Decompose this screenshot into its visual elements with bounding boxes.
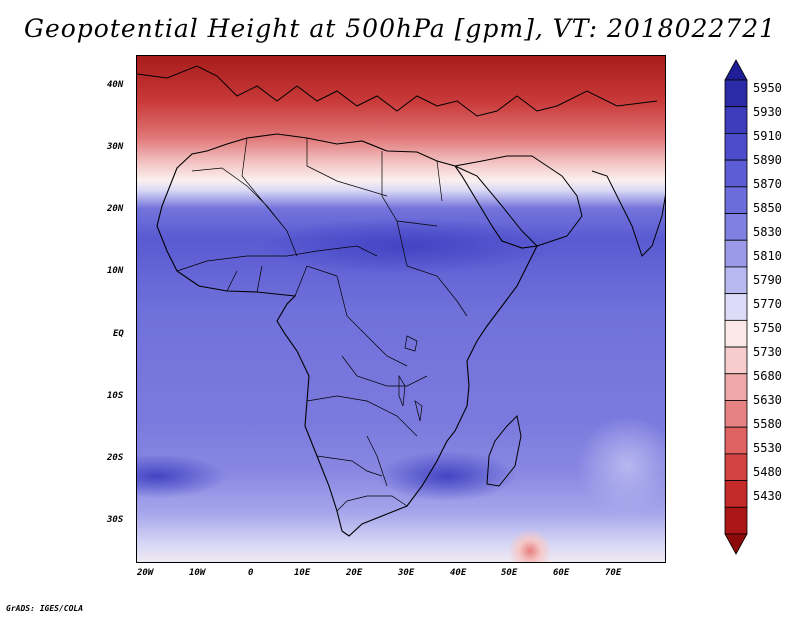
colorbar-swatch	[724, 480, 748, 508]
contour-map	[137, 56, 665, 562]
lat-label-10n: 10N	[107, 266, 124, 276]
colorbar-level-label: 5790	[753, 273, 782, 287]
east-africa-lakes	[398, 335, 423, 422]
colorbar-level-label: 5680	[753, 369, 782, 383]
colorbar-level-label: 5770	[753, 297, 782, 311]
arabia-coastline	[453, 155, 583, 247]
colorbar-swatch	[724, 106, 748, 134]
lon-label-50e: 50E	[501, 568, 518, 578]
europe-coastline	[137, 65, 658, 117]
colorbar-swatch	[724, 186, 748, 214]
colorbar-level-label: 5810	[753, 249, 782, 263]
colorbar-level-label: 5850	[753, 201, 782, 215]
map-panel	[136, 55, 666, 563]
colorbar-level-label: 5830	[753, 225, 782, 239]
colorbar-swatch	[724, 239, 748, 268]
colorbar-swatch	[724, 79, 748, 108]
lat-label-eq: EQ	[113, 329, 124, 339]
colorbar-swatch	[724, 319, 748, 348]
colorbar-level-label: 5930	[753, 105, 782, 119]
colorbar-swatch	[724, 506, 748, 535]
colorbar-level-label: 5480	[753, 465, 782, 479]
lat-label-20s: 20S	[107, 453, 124, 463]
colorbar-level-label: 5890	[753, 153, 782, 167]
colorbar-level-label: 5530	[753, 441, 782, 455]
colorbar-level-label: 5630	[753, 393, 782, 407]
colorbar-swatch	[724, 159, 748, 188]
lon-label-30e: 30E	[398, 568, 415, 578]
colorbar-level-label: 5730	[753, 345, 782, 359]
colorbar-level-label: 5580	[753, 417, 782, 431]
lon-label-20e: 20E	[346, 568, 363, 578]
cut-off-low	[508, 529, 552, 562]
ridge-core-atlantic	[137, 454, 227, 498]
colorbar-graphic	[724, 59, 748, 555]
lat-label-20n: 20N	[107, 204, 124, 214]
colorbar-level-label: 5910	[753, 129, 782, 143]
map-title: Geopotential Height at 500hPa [gpm], VT:…	[23, 14, 777, 43]
africa-coastline	[156, 133, 538, 537]
colorbar-swatch	[724, 373, 748, 401]
lon-label-70e: 70E	[605, 568, 622, 578]
ridge-core-west-africa	[257, 218, 557, 274]
colorbar-level-label: 5430	[753, 489, 782, 503]
lon-label-0: 0	[248, 568, 254, 578]
colorbar-swatch	[724, 213, 748, 241]
lon-label-10w: 10W	[189, 568, 206, 578]
lon-label-40e: 40E	[450, 568, 467, 578]
colorbar-level-label: 5950	[753, 81, 782, 95]
colorbar-swatch	[724, 453, 748, 481]
lon-label-20w: 20W	[137, 568, 154, 578]
lat-label-30n: 30N	[107, 142, 124, 152]
colorbar-top-arrow	[724, 59, 748, 81]
country-borders	[176, 137, 468, 512]
lon-label-60e: 60E	[553, 568, 570, 578]
madagascar-coastline	[486, 414, 522, 487]
colorbar-swatch	[724, 346, 748, 375]
colorbar-swatch	[724, 426, 748, 455]
lat-label-30s: 30S	[107, 515, 124, 525]
colorbar-swatch	[724, 133, 748, 161]
colorbar-level-label: 5750	[753, 321, 782, 335]
ridge-core-mozambique	[377, 451, 517, 501]
colorbar-bottom-arrow	[724, 533, 748, 555]
weak-area-indian-ocean	[577, 416, 665, 516]
india-coastline	[591, 170, 665, 257]
lat-label-10s: 10S	[107, 391, 124, 401]
lat-label-40n: 40N	[107, 80, 124, 90]
colorbar-swatch	[724, 266, 748, 295]
colorbar-swatch	[724, 293, 748, 321]
grads-credit: GrADS: IGES/COLA	[6, 604, 84, 613]
colorbar	[724, 59, 748, 555]
lon-label-10e: 10E	[294, 568, 311, 578]
colorbar-level-label: 5870	[753, 177, 782, 191]
colorbar-swatch	[724, 400, 748, 428]
